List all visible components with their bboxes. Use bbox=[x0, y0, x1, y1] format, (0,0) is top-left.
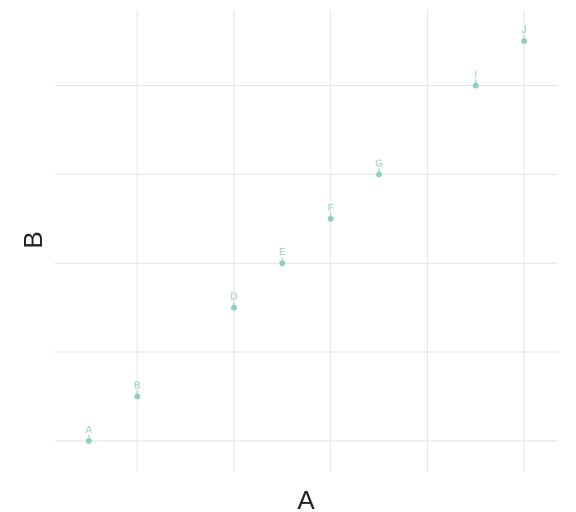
point-label-B: B bbox=[134, 380, 141, 391]
data-point-A bbox=[85, 437, 92, 444]
point-label-D: D bbox=[230, 292, 237, 303]
point-label-A: A bbox=[86, 425, 93, 436]
data-point-I bbox=[472, 82, 479, 89]
data-point-J bbox=[521, 38, 528, 45]
gridlines bbox=[55, 10, 558, 472]
y-axis-title: B bbox=[18, 231, 48, 248]
data-point-B bbox=[134, 393, 141, 400]
x-axis-title: A bbox=[297, 485, 315, 512]
data-point-G bbox=[376, 171, 383, 178]
data-point-D bbox=[230, 304, 237, 311]
point-label-J: J bbox=[522, 25, 527, 36]
point-labels: A B D E F G I J bbox=[86, 25, 527, 438]
data-points bbox=[85, 38, 528, 444]
data-point-E bbox=[279, 260, 286, 267]
point-label-F: F bbox=[328, 203, 334, 214]
data-point-F bbox=[327, 215, 334, 222]
point-label-G: G bbox=[375, 158, 383, 169]
point-label-E: E bbox=[279, 247, 286, 258]
point-label-I: I bbox=[474, 70, 477, 81]
